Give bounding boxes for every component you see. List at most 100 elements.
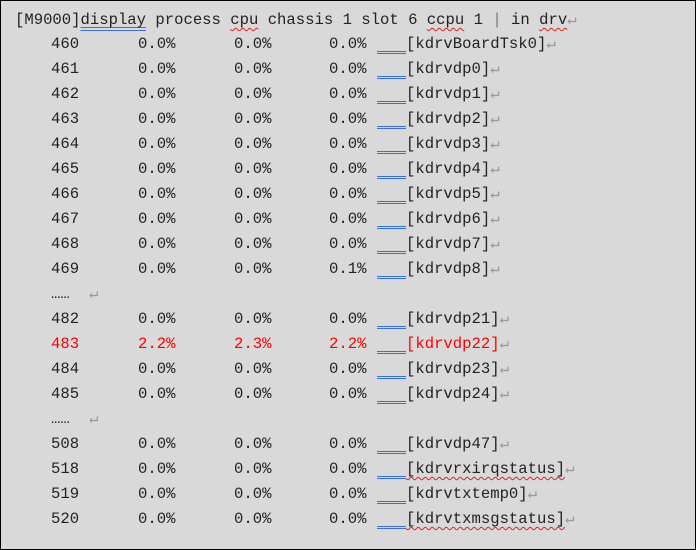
process-name-text: [kdrvdp3] [406,135,491,153]
process-name-text: [kdrvdp0] [406,60,491,78]
process-name: [kdrvdp22]↵ [406,332,509,357]
process-name-text: [kdrvdp6] [406,210,491,228]
process-id: 469 [51,260,80,278]
process-id: 467 [51,210,80,228]
process-id: 464 [51,135,80,153]
cpu-usage-2: 0.0% [234,385,272,403]
grammar-underline [377,51,406,54]
process-name-text: [kdrvdp1] [406,85,491,103]
paragraph-mark-icon: ↵ [490,135,500,153]
paragraph-mark-icon: ↵ [527,485,538,503]
grammar-underline [377,176,406,179]
cpu-usage-2: 0.0% [234,85,272,103]
process-name-text: [kdrvtxtemp0] [406,485,528,503]
cpu-usage-1: 0.0% [138,110,176,128]
cpu-usage-1: 0.0% [138,235,176,253]
grammar-underline [377,526,406,529]
cpu-usage-2: 0.0% [234,60,272,78]
cpu-usage-2: 0.0% [234,135,272,153]
process-id: 463 [51,110,80,128]
process-name: [kdrvdp2]↵ [406,107,500,132]
process-name: [kdrvdp24]↵ [406,382,509,407]
grammar-underline [377,476,406,479]
process-name-text: [kdrvdp21] [406,310,500,328]
process-id: 519 [51,485,80,503]
process-id: 484 [51,360,80,378]
command-word: display [80,11,147,29]
paragraph-mark-icon: ↵ [490,60,500,78]
paragraph-mark-icon: ↵ [89,410,99,428]
cpu-usage-1: 0.0% [138,135,176,153]
grammar-underline [377,351,406,354]
process-name-text: [kdrvdp2] [406,110,491,128]
grammar-underline [377,326,406,329]
grammar-underline [377,226,406,229]
grammar-underline [377,276,406,279]
command-text: process [146,11,231,29]
cpu-usage-3: 0.0% [329,435,367,453]
process-id: 466 [51,185,80,203]
cpu-usage-1: 0.0% [138,460,176,478]
prompt: [M9000] [15,11,81,29]
cpu-usage-1: 0.0% [138,35,176,53]
grammar-underline [377,151,406,154]
process-name: [kdrvdp47]↵ [406,432,509,457]
cpu-usage-3: 0.0% [329,235,367,253]
process-id: 485 [51,385,80,403]
process-id: 518 [51,460,80,478]
cpu-usage-1: 0.0% [138,160,176,178]
cpu-usage-1: 0.0% [138,435,176,453]
command-word: cpu [230,11,259,29]
cpu-usage-2: 2.3% [234,335,272,353]
paragraph-mark-icon: ↵ [89,285,99,303]
process-name: [kdrvBoardTsk0]↵ [406,32,556,57]
process-name: [kdrvdp1]↵ [406,82,500,107]
process-name: [kdrvdp6]↵ [406,207,500,232]
process-id: 520 [51,510,80,528]
process-name: [kdrvdp3]↵ [406,132,500,157]
cpu-usage-3: 0.0% [329,385,367,403]
pipe: | [492,11,502,29]
grammar-underline [377,501,406,504]
process-name-text: [kdrvdp4] [406,160,491,178]
process-id: 483 [51,335,80,353]
process-name-text: [kdrvdp24] [406,385,500,403]
cpu-usage-2: 0.0% [234,435,272,453]
cpu-usage-3: 0.0% [329,510,367,528]
paragraph-mark-icon: ↵ [565,510,575,528]
process-name: [kdrvdp5]↵ [406,182,500,207]
cpu-usage-3: 0.0% [329,160,367,178]
process-id: 461 [51,60,80,78]
process-name: [kdrvrxirqstatus]↵ [406,457,574,482]
process-name-text: [kdrvdp7] [406,235,491,253]
paragraph-mark-icon: ↵ [567,11,577,29]
command-text: in [501,11,540,29]
cpu-usage-1: 0.0% [138,310,176,328]
cpu-usage-2: 0.0% [234,310,272,328]
ellipsis: …… [51,285,70,303]
cpu-usage-2: 0.0% [234,35,272,53]
cpu-usage-1: 0.0% [138,260,176,278]
ellipsis: …… [51,410,70,428]
cpu-usage-3: 0.0% [329,310,367,328]
cpu-usage-2: 0.0% [234,235,272,253]
cpu-usage-1: 0.0% [138,85,176,103]
process-name-text: [kdrvdp47] [406,435,500,453]
cpu-usage-1: 0.0% [138,385,176,403]
process-name: [kdrvdp4]↵ [406,157,500,182]
paragraph-mark-icon: ↵ [490,160,500,178]
cpu-usage-3: 0.0% [329,60,367,78]
cpu-usage-1: 0.0% [138,510,176,528]
cpu-usage-2: 0.0% [234,260,272,278]
process-id: 482 [51,310,80,328]
cpu-usage-1: 0.0% [138,185,176,203]
cpu-usage-2: 0.0% [234,460,272,478]
paragraph-mark-icon: ↵ [490,260,500,278]
cpu-usage-3: 0.0% [329,85,367,103]
cpu-usage-1: 0.0% [138,485,176,503]
process-id: 462 [51,85,80,103]
command-text: chassis 1 slot 6 [258,11,427,29]
cpu-usage-2: 0.0% [234,485,272,503]
process-name-text: [kdrvdp22] [406,335,500,353]
